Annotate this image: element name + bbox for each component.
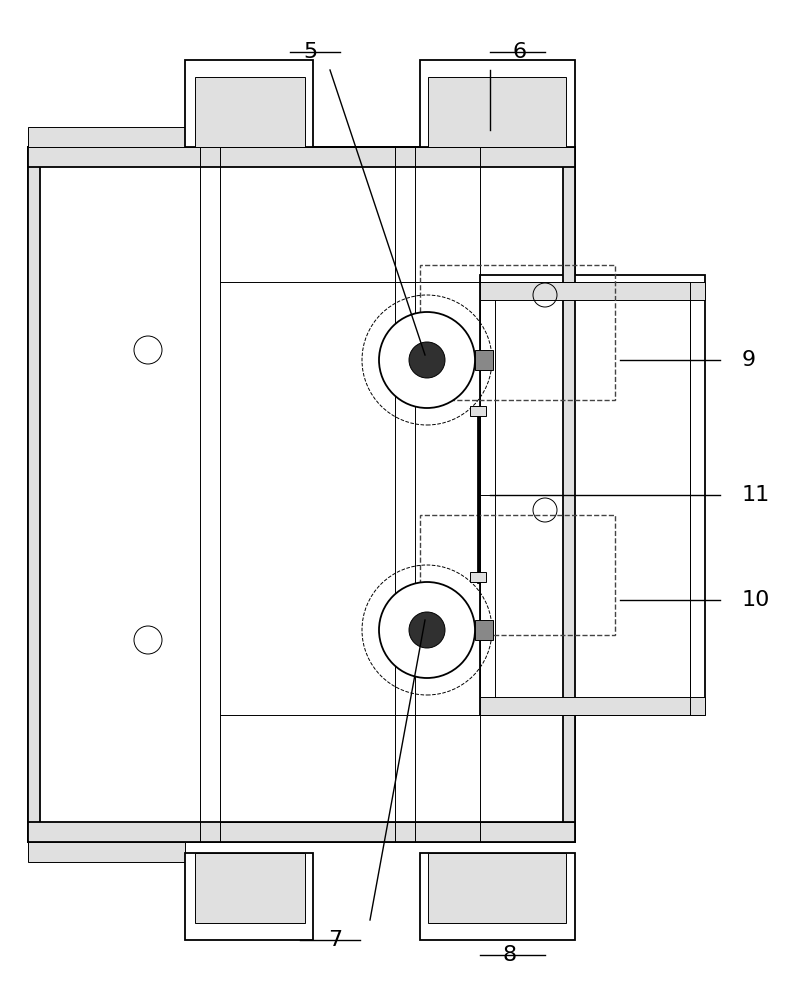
Bar xyxy=(563,147,575,842)
Bar xyxy=(475,620,493,640)
Text: 5: 5 xyxy=(303,42,317,62)
Bar xyxy=(420,60,575,147)
Text: 7: 7 xyxy=(328,930,342,950)
Bar xyxy=(195,853,305,923)
Bar xyxy=(428,853,566,923)
Bar xyxy=(428,77,566,147)
Circle shape xyxy=(409,342,445,378)
Text: 6: 6 xyxy=(513,42,527,62)
Bar xyxy=(28,147,575,842)
Bar xyxy=(470,572,486,582)
Bar xyxy=(28,842,185,862)
Text: 9: 9 xyxy=(742,350,756,370)
Text: 8: 8 xyxy=(503,945,517,965)
Bar xyxy=(480,697,705,715)
Text: 11: 11 xyxy=(742,485,770,505)
Bar xyxy=(420,265,615,400)
Bar xyxy=(28,147,575,167)
Bar xyxy=(28,822,575,842)
Bar xyxy=(475,350,493,370)
Bar xyxy=(470,406,486,416)
Circle shape xyxy=(379,312,475,408)
Circle shape xyxy=(409,612,445,648)
Bar xyxy=(480,282,705,300)
Bar xyxy=(185,60,313,147)
Text: 10: 10 xyxy=(742,590,771,610)
Bar xyxy=(420,515,615,635)
Bar xyxy=(185,853,313,940)
Bar xyxy=(480,275,705,715)
Bar xyxy=(420,853,575,940)
Bar xyxy=(495,290,690,700)
Bar xyxy=(28,127,185,147)
Bar xyxy=(28,147,40,842)
Bar xyxy=(195,77,305,147)
Circle shape xyxy=(379,582,475,678)
